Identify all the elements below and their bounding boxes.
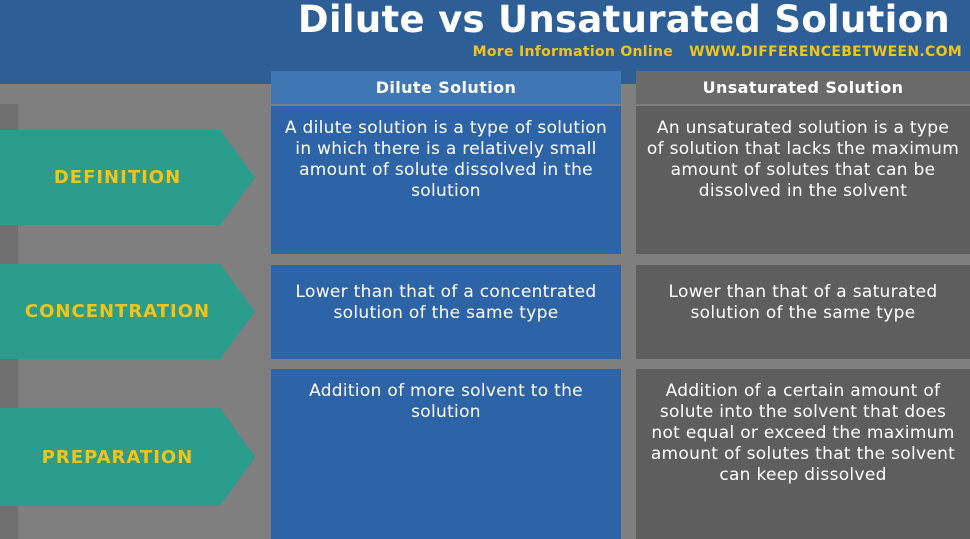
row-label-preparation: PREPARATION — [0, 408, 255, 506]
page-title: Dilute vs Unsaturated Solution — [297, 0, 950, 41]
cell-dilute-preparation: Addition of more solvent to the solution — [271, 369, 621, 539]
column-header-dilute: Dilute Solution — [271, 71, 621, 104]
cell-dilute-definition: A dilute solution is a type of solution … — [271, 106, 621, 254]
website-link[interactable]: WWW.DIFFERENCEBETWEEN.COM — [689, 44, 962, 60]
header-banner: Dilute vs Unsaturated Solution More Info… — [0, 0, 970, 84]
row-label-definition: DEFINITION — [0, 130, 255, 225]
column-header-unsaturated: Unsaturated Solution — [636, 71, 970, 104]
source-line: More Information Online WWW.DIFFERENCEBET… — [473, 44, 962, 60]
cell-dilute-concentration: Lower than that of a concentrated soluti… — [271, 265, 621, 359]
cell-unsaturated-definition: An unsaturated solution is a type of sol… — [636, 106, 970, 254]
cell-unsaturated-concentration: Lower than that of a saturated solution … — [636, 265, 970, 359]
more-info-text: More Information Online — [472, 44, 674, 60]
row-label-concentration: CONCENTRATION — [0, 264, 255, 359]
cell-unsaturated-preparation: Addition of a certain amount of solute i… — [636, 369, 970, 539]
